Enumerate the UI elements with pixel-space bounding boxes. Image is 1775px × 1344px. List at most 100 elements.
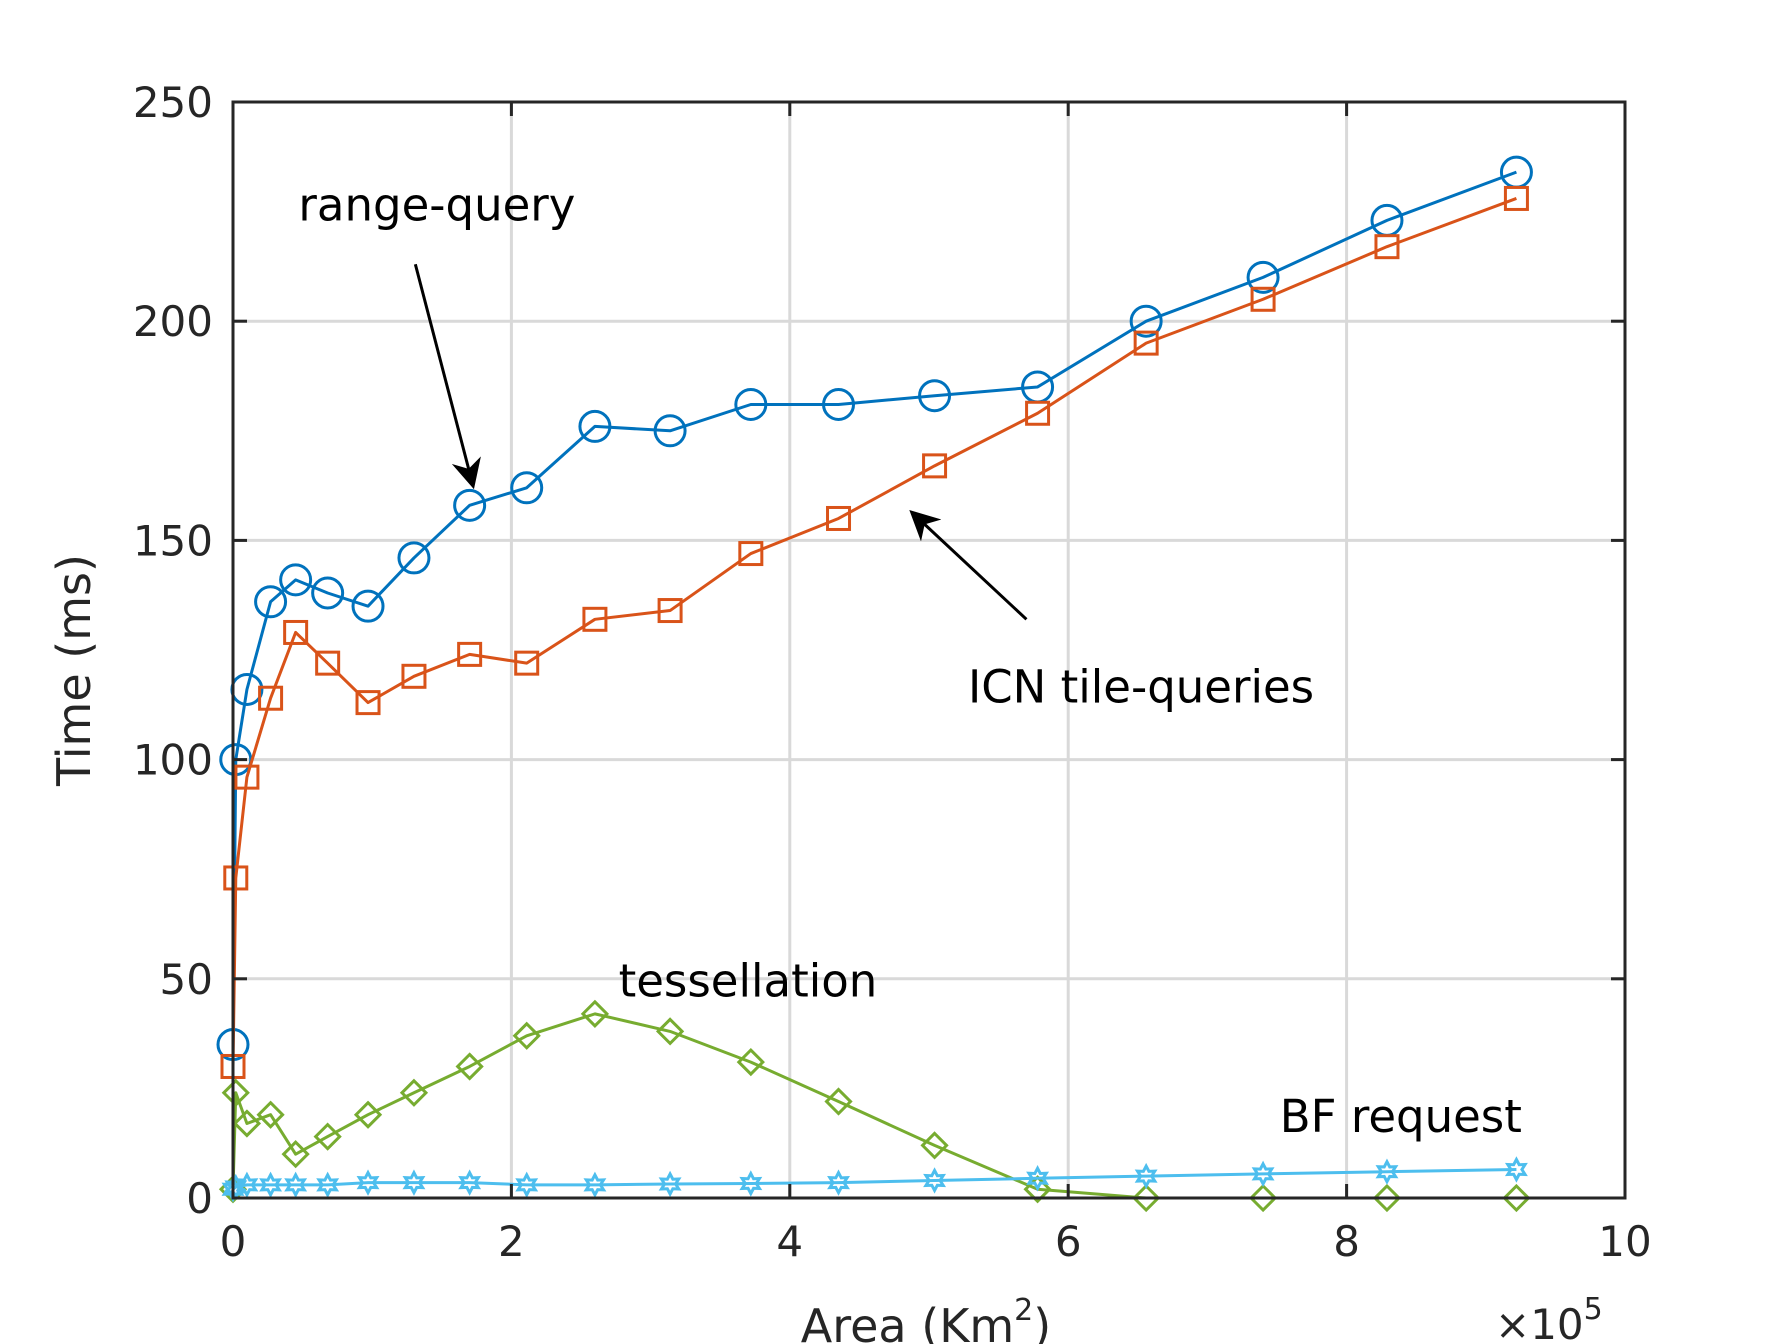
x-tick-label: 10 [1598, 1217, 1651, 1266]
data-point-diamond [1502, 1183, 1531, 1213]
data-point-square [1374, 234, 1400, 260]
data-point-circle [822, 387, 856, 421]
data-point-diamond [313, 1122, 342, 1151]
data-point-circle [453, 488, 487, 522]
y-tick-label: 250 [133, 78, 213, 127]
data-point-diamond [1023, 1175, 1052, 1204]
data-point-square [1133, 330, 1159, 356]
x-tick-label: 6 [1055, 1217, 1082, 1266]
annotation-range-query: range-query [298, 178, 575, 231]
data-point-square [514, 650, 540, 676]
data-point-square [582, 606, 608, 632]
x-exponent-power: 5 [1584, 1292, 1603, 1327]
data-point-hexagram [1026, 1165, 1050, 1192]
data-point-circle [1246, 260, 1280, 294]
x-axis-label-superscript: 2 [1014, 1293, 1033, 1328]
data-point-diamond [920, 1131, 949, 1160]
annotation-bf-request: BF request [1280, 1090, 1522, 1143]
annotation-arrow-icn-tile-queries [909, 510, 1028, 621]
data-point-diamond [1372, 1183, 1402, 1213]
data-point-hexagram [1504, 1156, 1528, 1183]
data-point-square [457, 641, 483, 667]
data-point-hexagram [284, 1171, 308, 1199]
data-point-circle [578, 409, 612, 443]
y-tick-label: 200 [133, 297, 213, 346]
data-point-square [234, 764, 260, 790]
x-tick-label: 4 [776, 1217, 803, 1266]
y-tick-label: 150 [133, 516, 213, 565]
plot-frame [231, 100, 1627, 1200]
data-point-square [1503, 185, 1529, 211]
data-point-square [355, 690, 381, 716]
data-point-diamond [736, 1047, 765, 1077]
data-point-square [223, 865, 249, 891]
annotations: range-query ICN tile-queries tessellation B… [298, 178, 1521, 1143]
y-tick-label: 100 [133, 736, 213, 785]
x-axis-label-close: ) [1033, 1299, 1051, 1344]
data-point-hexagram [658, 1170, 682, 1198]
data-point-diamond [1132, 1183, 1161, 1213]
data-point-circle [734, 387, 768, 421]
data-point-circle [397, 541, 431, 575]
annotation-tessellation: tessellation [619, 954, 878, 1007]
data-point-hexagram [1134, 1162, 1158, 1190]
data-point-hexagram [583, 1171, 607, 1199]
x-exponent-label: ×105 [1495, 1292, 1603, 1344]
data-point-hexagram [827, 1169, 850, 1196]
data-point-hexagram [402, 1169, 426, 1196]
x-exponent-prefix: ×10 [1495, 1300, 1584, 1344]
series-line [231, 170, 1517, 1045]
axis-ticks [231, 100, 1627, 1200]
data-point-hexagram [458, 1169, 482, 1196]
data-point-square [657, 598, 683, 624]
data-point-hexagram [739, 1170, 763, 1197]
data-point-diamond [256, 1100, 285, 1129]
data-point-circle [510, 471, 544, 505]
data-point-hexagram [1375, 1158, 1399, 1185]
data-point-circle [279, 563, 313, 597]
data-point-square [258, 685, 284, 711]
data-point-diamond [221, 1078, 250, 1107]
data-point-diamond [353, 1100, 383, 1129]
data-point-circle [918, 379, 952, 413]
data-point-square [1025, 400, 1051, 426]
data-point-hexagram [316, 1171, 340, 1199]
x-axis-label: Area (Km2) [801, 1293, 1051, 1344]
y-tick-label: 50 [160, 955, 213, 1004]
data-point-diamond [399, 1078, 429, 1107]
data-point-hexagram [235, 1171, 259, 1199]
data-point-square [401, 663, 427, 689]
data-point-diamond [512, 1021, 541, 1050]
data-point-circle [254, 585, 288, 619]
data-point-diamond [1248, 1183, 1278, 1213]
data-point-hexagram [356, 1169, 380, 1196]
annotation-arrow-range-query [413, 263, 481, 490]
data-point-square [283, 619, 309, 645]
x-tick-label: 8 [1333, 1217, 1360, 1266]
data-point-diamond [281, 1140, 310, 1169]
data-point-hexagram [1251, 1160, 1275, 1188]
data-point-square [922, 453, 948, 479]
data-point-diamond [232, 1109, 262, 1138]
data-point-circle [311, 576, 345, 610]
data-point-diamond [580, 999, 610, 1028]
data-point-diamond [455, 1052, 484, 1081]
data-point-hexagram [923, 1167, 947, 1194]
data-point-hexagram [259, 1171, 283, 1199]
x-tick-label: 0 [220, 1217, 247, 1266]
data-point-square [315, 650, 341, 676]
data-point-square [1250, 286, 1276, 312]
series-bf-request [221, 1156, 1528, 1203]
data-point-circle [653, 414, 687, 448]
annotation-icn-tile-queries: ICN tile-queries [968, 661, 1314, 714]
data-point-circle [1129, 304, 1163, 338]
x-tick-label: 2 [498, 1217, 525, 1266]
y-axis-label: Time (ms) [47, 554, 101, 787]
data-point-square [826, 505, 852, 531]
data-point-hexagram [515, 1171, 539, 1199]
y-tick-label: 0 [186, 1174, 213, 1223]
data-point-diamond [824, 1087, 853, 1116]
data-point-diamond [655, 1017, 685, 1046]
x-axis-label-main: Area (Km [801, 1299, 1014, 1344]
